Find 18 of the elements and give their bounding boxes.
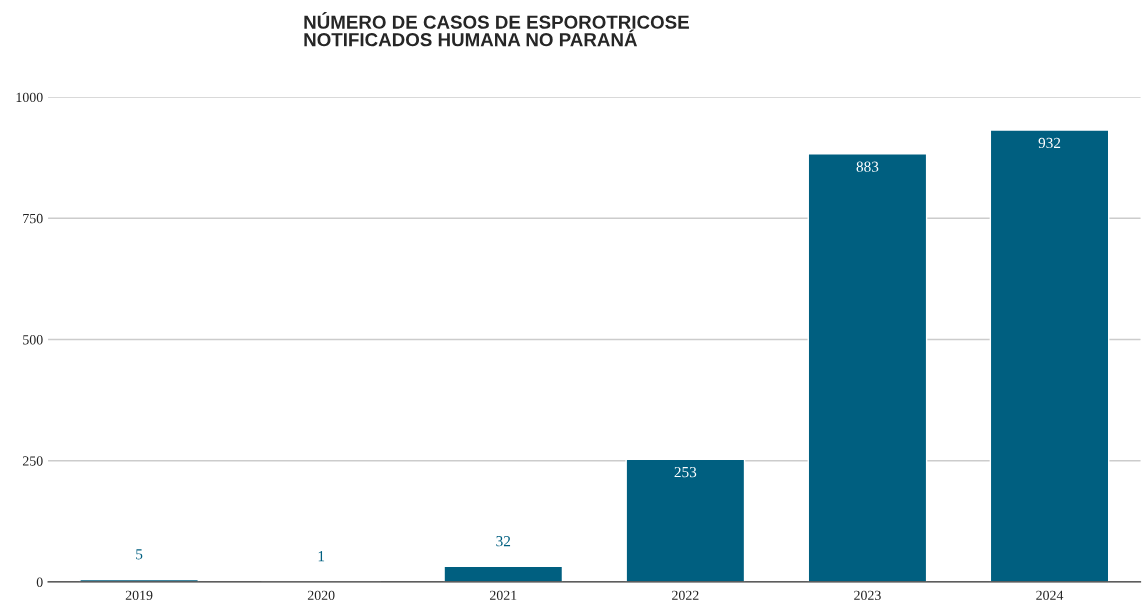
data-label: 883 — [856, 161, 879, 172]
chart-title: NÚMERO DE CASOS DE ESPOROTRICOSE NOTIFICADOS HUMANA NO PARANÁ — [304, 12, 689, 47]
x-tick-label: 2021 — [489, 590, 517, 600]
data-label: 932 — [1038, 137, 1061, 149]
x-tick-label: 2022 — [672, 590, 699, 600]
y-tick-label: 1000 — [16, 92, 43, 103]
data-label: 1 — [318, 551, 325, 562]
x-tick-label: 2023 — [854, 590, 881, 600]
y-tick-label: 750 — [23, 213, 43, 224]
data-label: 32 — [496, 536, 511, 547]
y-tick-label: 250 — [22, 456, 43, 466]
y-tick-label: 0 — [36, 577, 43, 587]
x-tick-label: 2024 — [1036, 590, 1064, 600]
data-label: 5 — [136, 549, 143, 560]
x-tick-label: 2020 — [307, 590, 335, 600]
data-label: 253 — [674, 466, 697, 478]
x-tick-label: 2019 — [125, 590, 153, 600]
y-tick-label: 500 — [23, 335, 43, 345]
